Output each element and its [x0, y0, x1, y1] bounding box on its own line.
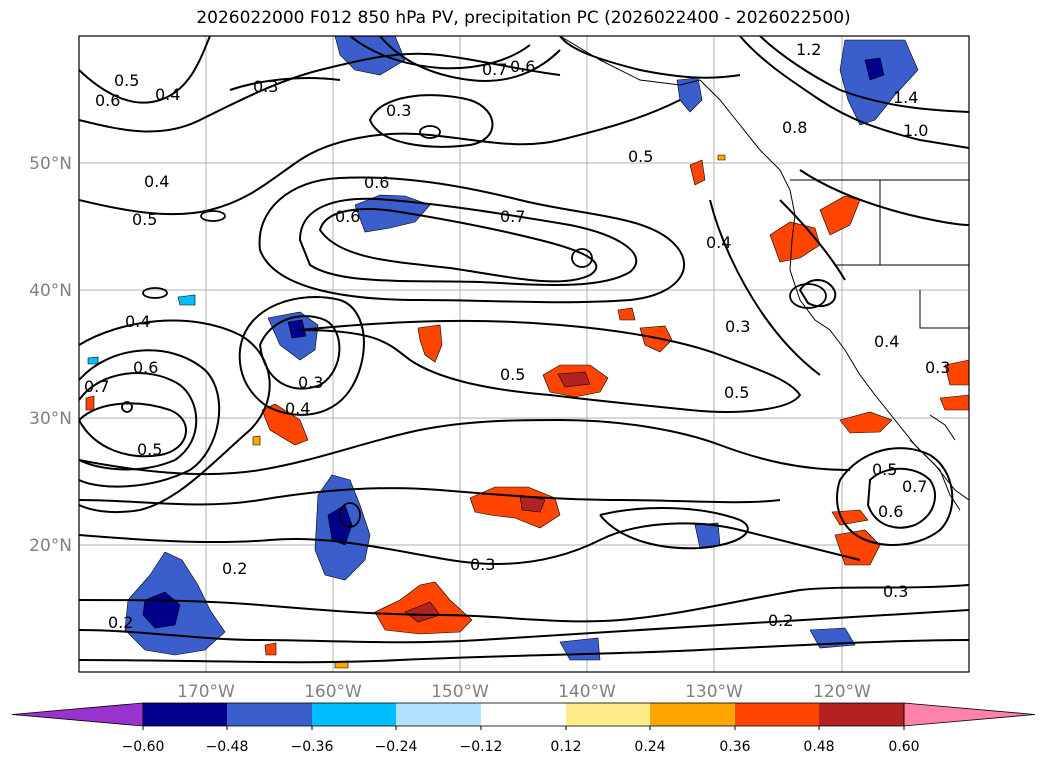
contour-label: 0.5 [724, 383, 749, 402]
contour-label: 0.6 [510, 57, 535, 76]
lat-label-50n: 50°N [29, 154, 72, 174]
contour-label: 1.0 [903, 121, 928, 140]
contour-label: 0.6 [95, 91, 120, 110]
map-area [79, 36, 969, 672]
colorbar-cell [566, 703, 650, 726]
contour-label-group: 0.5 0.6 0.4 0.3 0.3 0.7 0.6 1.2 1.4 1.0 … [84, 40, 950, 632]
contour-label: 0.2 [222, 559, 247, 578]
precip-negative-areas [87, 36, 919, 661]
contour-label: 0.4 [125, 312, 150, 331]
contour-label: 1.4 [893, 88, 918, 107]
contour-label: 0.5 [500, 365, 525, 384]
colorbar-label: −0.36 [291, 739, 334, 755]
colorbar-cell [650, 703, 735, 726]
contour-label: 0.5 [132, 210, 157, 229]
contour-label: 0.4 [155, 85, 180, 104]
contour-label: 0.3 [925, 358, 950, 377]
contour-label: 0.5 [137, 440, 162, 459]
colorbar-extend-high [903, 702, 1036, 727]
contour-label: 0.6 [335, 207, 360, 226]
contour-label: 0.8 [782, 118, 807, 137]
colorbar-cell [481, 703, 566, 726]
colorbar-label: 0.60 [888, 739, 919, 755]
latitude-labels: 50°N 40°N 30°N 20°N [29, 154, 72, 556]
colorbar: −0.60 −0.48 −0.36 −0.24 −0.12 0.12 0.24 … [11, 702, 1036, 755]
contour-label: 0.5 [628, 147, 653, 166]
colorbar-cell [143, 703, 227, 726]
contour-label: 1.2 [796, 40, 821, 59]
contour-label: 0.3 [883, 582, 908, 601]
pv-contours [79, 36, 969, 664]
colorbar-label: −0.12 [460, 739, 503, 755]
lon-label-160w: 160°W [304, 682, 362, 702]
contour-label: 0.2 [768, 611, 793, 630]
colorbar-label: −0.24 [375, 739, 418, 755]
contour-label: 0.7 [902, 477, 927, 496]
contour-label: 0.3 [470, 555, 495, 574]
pv-small-contours [121, 125, 827, 528]
lon-label-150w: 150°W [431, 682, 489, 702]
lon-label-130w: 130°W [685, 682, 743, 702]
contour-label: 0.5 [872, 460, 897, 479]
colorbar-cell [819, 703, 904, 726]
contour-label: 0.7 [84, 377, 109, 396]
lon-label-120w: 120°W [813, 682, 871, 702]
contour-label: 0.5 [114, 71, 139, 90]
gridlines [79, 36, 969, 672]
colorbar-cell [735, 703, 819, 726]
map-title: 2026022000 F012 850 hPa PV, precipitatio… [196, 8, 851, 28]
lat-label-40n: 40°N [29, 281, 72, 301]
lat-label-30n: 30°N [29, 409, 72, 429]
contour-label: 0.2 [108, 613, 133, 632]
colorbar-cell [227, 703, 312, 726]
colorbar-cell [396, 703, 481, 726]
colorbar-label: −0.60 [122, 739, 165, 755]
contour-label: 0.7 [482, 60, 507, 79]
colorbar-label: −0.48 [206, 739, 249, 755]
contour-label: 0.6 [364, 173, 389, 192]
contour-label: 0.4 [285, 399, 310, 418]
contour-label: 0.3 [253, 77, 278, 96]
colorbar-label: 0.24 [634, 739, 665, 755]
colorbar-extend-low [11, 702, 144, 727]
contour-label: 0.6 [133, 358, 158, 377]
lon-label-170w: 170°W [177, 682, 235, 702]
colorbar-label: 0.12 [550, 739, 581, 755]
contour-label: 0.6 [878, 502, 903, 521]
contour-label: 0.4 [144, 172, 169, 191]
contour-label: 0.3 [725, 317, 750, 336]
longitude-labels: 170°W 160°W 150°W 140°W 130°W 120°W [177, 682, 871, 702]
contour-label: 0.4 [706, 233, 731, 252]
contour-label: 0.3 [298, 373, 323, 392]
map-border [78, 35, 970, 673]
colorbar-outline [142, 702, 905, 727]
contour-label: 0.4 [874, 332, 899, 351]
lon-label-140w: 140°W [558, 682, 616, 702]
contour-label: 0.7 [500, 207, 525, 226]
colorbar-label: 0.36 [719, 739, 750, 755]
contour-label: 0.3 [386, 101, 411, 120]
colorbar-label: 0.48 [803, 739, 834, 755]
colorbar-cell [312, 703, 396, 726]
lat-label-20n: 20°N [29, 536, 72, 556]
